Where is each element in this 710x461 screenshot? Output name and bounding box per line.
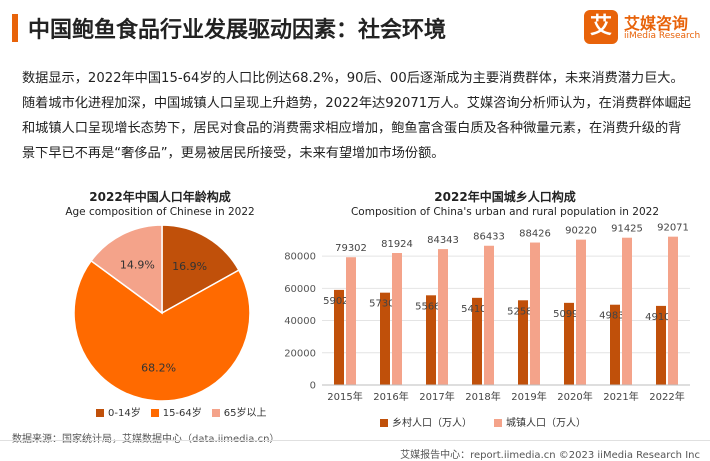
bar-data-label: 91425 [611, 224, 643, 235]
pie-chart-title: 2022年中国人口年龄构成 [89, 190, 231, 204]
x-tick-label: 2018年 [465, 390, 500, 403]
bar-data-label: 79302 [335, 243, 367, 254]
x-tick-label: 2021年 [603, 390, 638, 403]
bar-data-label: 49104 [645, 312, 677, 323]
bar-legend: 乡村人口（万人） 城镇人口（万人） [380, 414, 608, 429]
bar-data-label: 57308 [369, 299, 401, 310]
bar-data-label: 59024 [323, 296, 355, 307]
legend-swatch [150, 409, 159, 417]
pie-slice-label-2: 14.9% [120, 258, 155, 271]
bar-rural-6 [610, 304, 620, 385]
bar-rural-5 [564, 302, 574, 385]
pie-chart-subtitle: Age composition of Chinese in 2022 [65, 206, 255, 218]
bar-chart-subtitle: Composition of China's urban and rural p… [350, 206, 660, 218]
pie-slice-label-0: 16.9% [172, 260, 207, 273]
bar-rural-0 [334, 289, 344, 385]
bar-urban-3 [484, 245, 494, 385]
pie-slice-label-1: 68.2% [141, 361, 176, 374]
x-tick-label: 2015年 [327, 390, 362, 403]
body-paragraph: 数据显示，2022年中国15-64岁的人口比例达68.2%，90后、00后逐渐成… [22, 71, 691, 161]
bar-chart-title: 2022年中国城乡人口构成 [434, 190, 576, 204]
bar-urban-1 [392, 253, 402, 385]
bar-urban-2 [438, 249, 448, 385]
pie-slice-1 [73, 259, 251, 402]
y-tick-label: 60000 [284, 284, 316, 295]
iimedia-logo: 艾 艾媒咨询 iiMedia Research [584, 10, 704, 48]
legend-label: 0-14岁 [108, 408, 141, 419]
bar-urban-5 [576, 239, 586, 385]
page-title: 中国鲍鱼食品行业发展驱动因素：社会环境 [28, 18, 447, 43]
bar-urban-6 [622, 237, 632, 385]
bar-rural-3 [472, 297, 482, 385]
bar-data-label: 88426 [519, 229, 551, 240]
bar-rural-4 [518, 300, 528, 385]
y-tick-label: 0 [310, 381, 316, 392]
bar-data-label: 54108 [461, 304, 493, 315]
legend-label: 65岁以上 [223, 408, 267, 419]
bar-legend-item-0: 乡村人口（万人） [380, 414, 472, 429]
x-tick-label: 2020年 [557, 390, 592, 403]
bar-data-label: 84343 [427, 235, 459, 246]
x-tick-label: 2016年 [373, 390, 408, 403]
legend-label: 城镇人口（万人） [506, 418, 586, 429]
footer-copyright: 艾媒报告中心：report.iimedia.cn ©2023 iiMedia R… [400, 450, 700, 461]
bar-urban-4 [530, 242, 540, 385]
bar-data-label: 50992 [553, 309, 585, 320]
bar-urban-0 [346, 257, 356, 385]
y-tick-label: 80000 [284, 252, 316, 263]
bar-data-label: 81924 [381, 239, 413, 250]
logo-mark: 艾 [584, 10, 618, 44]
pie-legend: 0-14岁 15-64岁 65岁以上 [96, 404, 277, 419]
logo-en-text: iiMedia Research [624, 31, 701, 41]
legend-swatch [96, 409, 104, 417]
bar-data-label: 49835 [599, 311, 631, 322]
pie-legend-item-0: 0-14岁 [96, 404, 141, 419]
pie-legend-item-1: 15-64岁 [150, 404, 202, 419]
legend-label: 15-64岁 [162, 408, 202, 419]
legend-swatch [380, 419, 388, 427]
x-tick-label: 2019年 [511, 390, 546, 403]
legend-swatch [211, 409, 220, 417]
y-tick-label: 20000 [284, 348, 316, 359]
bar-data-label: 92071 [657, 223, 689, 234]
bar-legend-item-1: 城镇人口（万人） [494, 414, 586, 429]
legend-label: 乡村人口（万人） [392, 418, 472, 429]
bar-data-label: 86433 [473, 232, 505, 243]
pie-legend-item-2: 65岁以上 [211, 404, 267, 419]
x-tick-label: 2017年 [419, 390, 454, 403]
bar-data-label: 55668 [415, 301, 447, 312]
bar-rural-2 [426, 295, 436, 385]
bar-data-label: 52582 [507, 306, 539, 317]
legend-swatch [494, 419, 502, 427]
pie-slice-0 [161, 224, 240, 315]
y-tick-label: 40000 [284, 316, 316, 327]
footer-divider [0, 440, 710, 441]
pie-slice-2 [90, 224, 163, 315]
bar-urban-7 [668, 236, 678, 385]
logo-cn-text: 艾媒咨询 [624, 14, 689, 33]
bar-rural-1 [380, 292, 390, 385]
x-tick-label: 2022年 [649, 390, 684, 403]
bar-rural-7 [656, 305, 666, 385]
bar-data-label: 90220 [565, 226, 597, 237]
data-source-note: 数据来源：国家统计局，艾媒数据中心（data.iimedia.cn） [12, 430, 279, 445]
title-accent-bar [12, 14, 18, 42]
